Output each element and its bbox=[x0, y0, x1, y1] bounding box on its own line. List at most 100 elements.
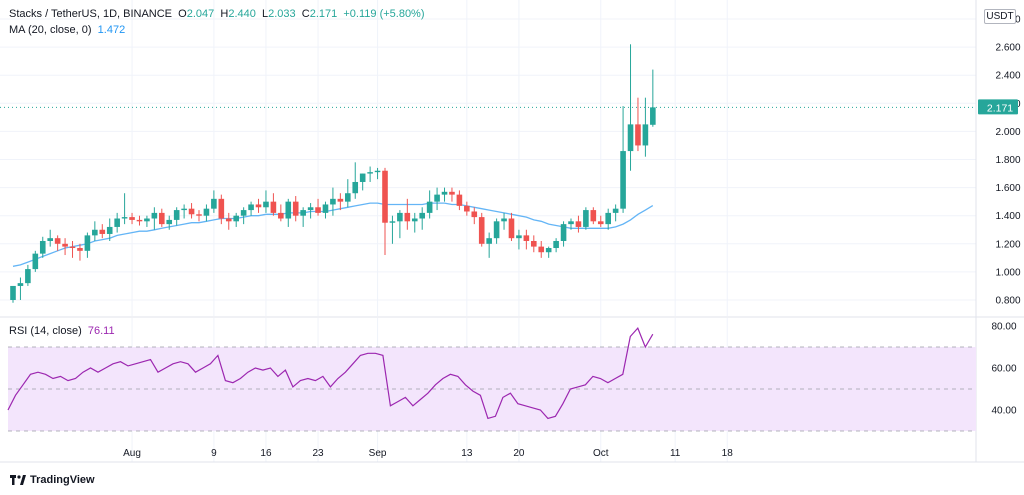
candle bbox=[62, 238, 68, 256]
candle-body bbox=[248, 204, 254, 211]
candle-body bbox=[545, 248, 552, 253]
candle bbox=[516, 229, 522, 250]
candle-body bbox=[144, 218, 150, 222]
candle bbox=[166, 215, 173, 230]
candle bbox=[449, 187, 455, 202]
tradingview-label: TradingView bbox=[30, 474, 95, 486]
candle-body bbox=[627, 124, 634, 152]
candle-body bbox=[99, 229, 106, 234]
rsi-tick-label: 80.00 bbox=[991, 322, 1016, 333]
candle-body bbox=[300, 210, 306, 216]
candle bbox=[352, 162, 359, 199]
candle-body bbox=[54, 238, 61, 244]
candle-body bbox=[419, 212, 425, 219]
candle bbox=[464, 201, 470, 216]
candle bbox=[188, 203, 195, 219]
candle bbox=[650, 69, 656, 127]
candle bbox=[419, 207, 425, 230]
candle-body bbox=[114, 218, 120, 227]
high-label: H bbox=[220, 8, 229, 20]
candle-body bbox=[553, 240, 559, 249]
candle-body bbox=[278, 212, 284, 219]
time-tick-label: Aug bbox=[123, 448, 141, 459]
candle-body bbox=[345, 193, 351, 202]
candle-body bbox=[136, 219, 143, 222]
low-value: 2.033 bbox=[268, 8, 296, 20]
candle-body bbox=[218, 198, 225, 219]
candle-body bbox=[233, 215, 239, 222]
candle-body bbox=[337, 198, 344, 202]
candle-body bbox=[449, 191, 455, 195]
candle-body bbox=[211, 198, 217, 209]
candle bbox=[285, 198, 292, 227]
candle-body bbox=[263, 201, 269, 208]
candle-body bbox=[516, 235, 522, 239]
candle-body bbox=[635, 124, 641, 146]
candle-body bbox=[196, 214, 202, 216]
time-tick-label: 18 bbox=[722, 448, 734, 459]
candle bbox=[84, 232, 91, 258]
candle-body bbox=[471, 211, 478, 218]
candle-body bbox=[501, 218, 507, 222]
tradingview-brand[interactable]: TradingView bbox=[10, 474, 95, 486]
candle-body bbox=[493, 221, 500, 239]
candle-body bbox=[203, 208, 210, 216]
candle bbox=[411, 212, 418, 233]
candle bbox=[382, 167, 388, 256]
candle bbox=[620, 106, 626, 213]
candle bbox=[307, 203, 314, 219]
candle bbox=[434, 187, 440, 211]
candle-body bbox=[106, 226, 113, 234]
currency-button[interactable]: USDT bbox=[984, 9, 1016, 24]
candle-body bbox=[389, 221, 396, 223]
price-tick-label: 1.600 bbox=[995, 183, 1020, 194]
candle-body bbox=[255, 204, 262, 208]
candle-body bbox=[531, 240, 537, 247]
candle bbox=[270, 193, 277, 216]
candle-body bbox=[121, 217, 128, 219]
candle-body bbox=[620, 151, 626, 209]
candle-body bbox=[367, 172, 373, 174]
candle bbox=[471, 207, 478, 225]
candle bbox=[367, 166, 373, 182]
candle bbox=[501, 212, 507, 230]
candle bbox=[211, 190, 217, 213]
candle bbox=[233, 212, 239, 227]
candle bbox=[575, 215, 582, 233]
ma-value: 1.472 bbox=[97, 24, 126, 36]
candle bbox=[635, 97, 641, 152]
candle-body bbox=[166, 219, 173, 225]
candle bbox=[263, 190, 269, 213]
candle bbox=[99, 224, 106, 239]
candle bbox=[359, 173, 366, 191]
candle-body bbox=[590, 210, 597, 222]
candle bbox=[583, 207, 589, 230]
candle bbox=[129, 212, 135, 225]
candle bbox=[225, 212, 232, 230]
main-legend: Stacks / TetherUS, 1D, BINANCE O2.047 H2… bbox=[9, 8, 425, 20]
candle-body bbox=[62, 243, 68, 247]
candle bbox=[330, 187, 336, 216]
candle bbox=[69, 240, 76, 258]
candle bbox=[47, 229, 53, 247]
candle-body bbox=[32, 253, 39, 270]
last-price-label: 2.171 bbox=[987, 102, 1013, 114]
candle bbox=[32, 250, 39, 272]
candle bbox=[159, 208, 165, 227]
candle-body bbox=[225, 218, 232, 222]
low-label: L bbox=[261, 8, 269, 20]
open-value: 2.047 bbox=[186, 8, 215, 20]
candle bbox=[25, 264, 31, 286]
candle bbox=[300, 207, 306, 227]
candle-body bbox=[39, 240, 46, 254]
candle-body bbox=[583, 210, 589, 227]
candle-body bbox=[47, 238, 53, 241]
candle-body bbox=[411, 218, 418, 222]
candle bbox=[568, 218, 574, 230]
candle bbox=[292, 196, 299, 222]
tradingview-logo-icon bbox=[10, 475, 26, 485]
candle-body bbox=[17, 283, 24, 286]
candle bbox=[612, 204, 619, 222]
candle-body bbox=[568, 221, 574, 225]
